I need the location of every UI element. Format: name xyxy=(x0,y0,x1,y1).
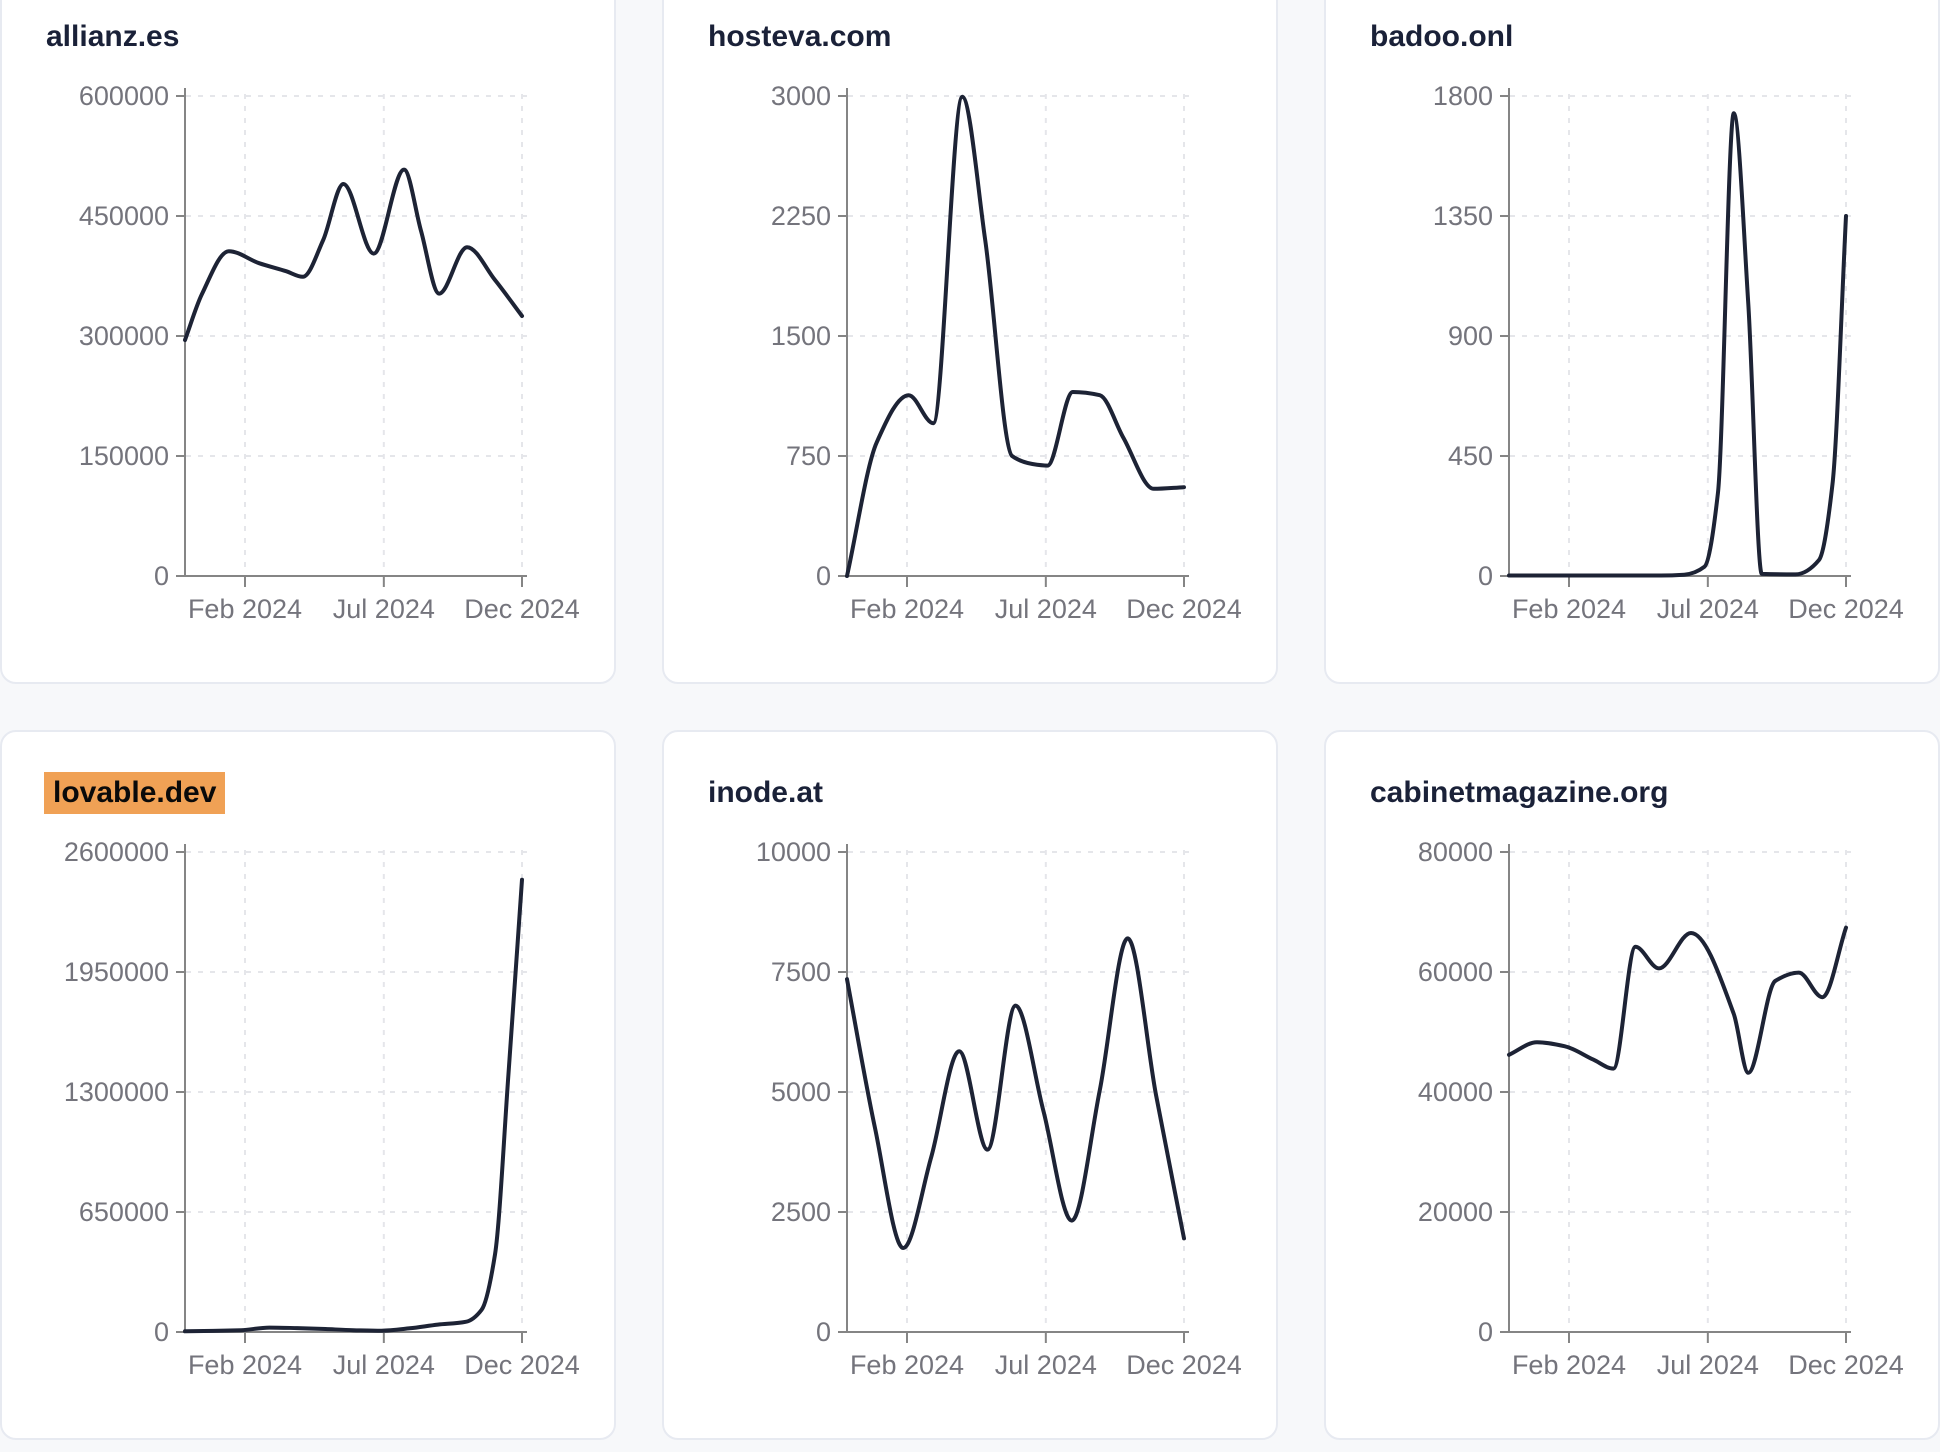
axis-line xyxy=(1508,88,1851,577)
chart-card: lovable.dev 0 650000 1300000 1950000 2600000… xyxy=(0,730,616,1440)
trend-line xyxy=(183,877,524,1334)
chart-card: hosteva.com 0 750 1500 2250 3000 Feb 2024 Jul … xyxy=(662,0,1278,684)
trend-line xyxy=(1507,925,1848,1075)
x-tick-label: Jul 2024 xyxy=(1657,594,1759,624)
y-tick-label: 2600000 xyxy=(64,837,169,867)
y-tick-label: 600000 xyxy=(79,81,169,111)
x-tick-label: Feb 2024 xyxy=(1512,594,1626,624)
y-tick-label: 0 xyxy=(1478,561,1493,591)
axis-line xyxy=(846,88,1189,577)
y-tick-label: 450000 xyxy=(79,201,169,231)
chart-title: allianz.es xyxy=(46,20,180,53)
y-tick-label: 750 xyxy=(786,441,831,471)
line-chart: 0 20000 40000 60000 80000 Feb 2024 Jul 2024 Dec… xyxy=(1418,837,1904,1380)
trend-line xyxy=(845,936,1186,1250)
line-chart: 0 650000 1300000 1950000 2600000 Feb 2024 Jul … xyxy=(64,837,580,1380)
y-tick-label: 650000 xyxy=(79,1197,169,1227)
x-tick-label: Feb 2024 xyxy=(188,1350,302,1380)
x-tick-label: Feb 2024 xyxy=(850,594,964,624)
x-tick-label: Jul 2024 xyxy=(1657,1350,1759,1380)
axis-line xyxy=(184,88,527,577)
y-tick-label: 1300000 xyxy=(64,1077,169,1107)
y-tick-label: 0 xyxy=(816,561,831,591)
x-tick-label: Feb 2024 xyxy=(850,1350,964,1380)
trend-line xyxy=(1507,111,1848,578)
x-tick-label: Dec 2024 xyxy=(464,594,580,624)
y-tick-label: 0 xyxy=(154,1317,169,1347)
chart-card: allianz.es 0 150000 300000 450000 600000 Feb … xyxy=(0,0,616,684)
y-tick-label: 1350 xyxy=(1433,201,1493,231)
line-chart: 0 150000 300000 450000 600000 Feb 2024 Jul 202… xyxy=(79,81,580,624)
x-tick-label: Jul 2024 xyxy=(995,594,1097,624)
chart-title: lovable.dev xyxy=(44,772,226,814)
x-tick-label: Jul 2024 xyxy=(995,1350,1097,1380)
y-tick-label: 40000 xyxy=(1418,1077,1493,1107)
y-tick-label: 2250 xyxy=(771,201,831,231)
line-chart: 0 750 1500 2250 3000 Feb 2024 Jul 2024 Dec 2024 xyxy=(771,81,1242,624)
x-tick-label: Dec 2024 xyxy=(1788,1350,1904,1380)
chart-title: cabinetmagazine.org xyxy=(1370,776,1669,809)
chart-card: badoo.onl 0 450 900 1350 1800 Feb 2024 Jul 202… xyxy=(1324,0,1940,684)
line-chart: 0 2500 5000 7500 10000 Feb 2024 Jul 2024 Dec 20… xyxy=(756,837,1242,1380)
y-tick-label: 0 xyxy=(1478,1317,1493,1347)
y-tick-label: 0 xyxy=(816,1317,831,1347)
x-tick-label: Dec 2024 xyxy=(1126,1350,1242,1380)
y-tick-label: 1950000 xyxy=(64,957,169,987)
axis-line xyxy=(1508,844,1851,1333)
y-tick-label: 2500 xyxy=(771,1197,831,1227)
chart-title: inode.at xyxy=(708,776,824,809)
y-tick-label: 900 xyxy=(1448,321,1493,351)
x-tick-label: Dec 2024 xyxy=(464,1350,580,1380)
x-tick-label: Jul 2024 xyxy=(333,1350,435,1380)
y-tick-label: 3000 xyxy=(771,81,831,111)
y-tick-label: 10000 xyxy=(756,837,831,867)
chart-card: inode.at 0 2500 5000 7500 10000 Feb 2024 Jul 2… xyxy=(662,730,1278,1440)
chart-card: cabinetmagazine.org 0 20000 40000 60000 8000… xyxy=(1324,730,1940,1440)
x-tick-label: Dec 2024 xyxy=(1126,594,1242,624)
x-tick-label: Feb 2024 xyxy=(188,594,302,624)
y-tick-label: 1500 xyxy=(771,321,831,351)
y-tick-label: 300000 xyxy=(79,321,169,351)
line-chart: 0 450 900 1350 1800 Feb 2024 Jul 2024 Dec 2024 xyxy=(1433,81,1904,624)
y-tick-label: 5000 xyxy=(771,1077,831,1107)
y-tick-label: 80000 xyxy=(1418,837,1493,867)
y-tick-label: 7500 xyxy=(771,957,831,987)
x-tick-label: Feb 2024 xyxy=(1512,1350,1626,1380)
x-tick-label: Jul 2024 xyxy=(333,594,435,624)
axis-line xyxy=(184,844,527,1333)
y-tick-label: 0 xyxy=(154,561,169,591)
y-tick-label: 450 xyxy=(1448,441,1493,471)
chart-title: hosteva.com xyxy=(708,20,892,53)
chart-title: badoo.onl xyxy=(1370,20,1514,53)
trend-line xyxy=(845,94,1186,578)
y-tick-label: 150000 xyxy=(79,441,169,471)
axis-line xyxy=(846,844,1189,1333)
y-tick-label: 1800 xyxy=(1433,81,1493,111)
trend-line xyxy=(183,167,524,342)
y-tick-label: 20000 xyxy=(1418,1197,1493,1227)
x-tick-label: Dec 2024 xyxy=(1788,594,1904,624)
y-tick-label: 60000 xyxy=(1418,957,1493,987)
